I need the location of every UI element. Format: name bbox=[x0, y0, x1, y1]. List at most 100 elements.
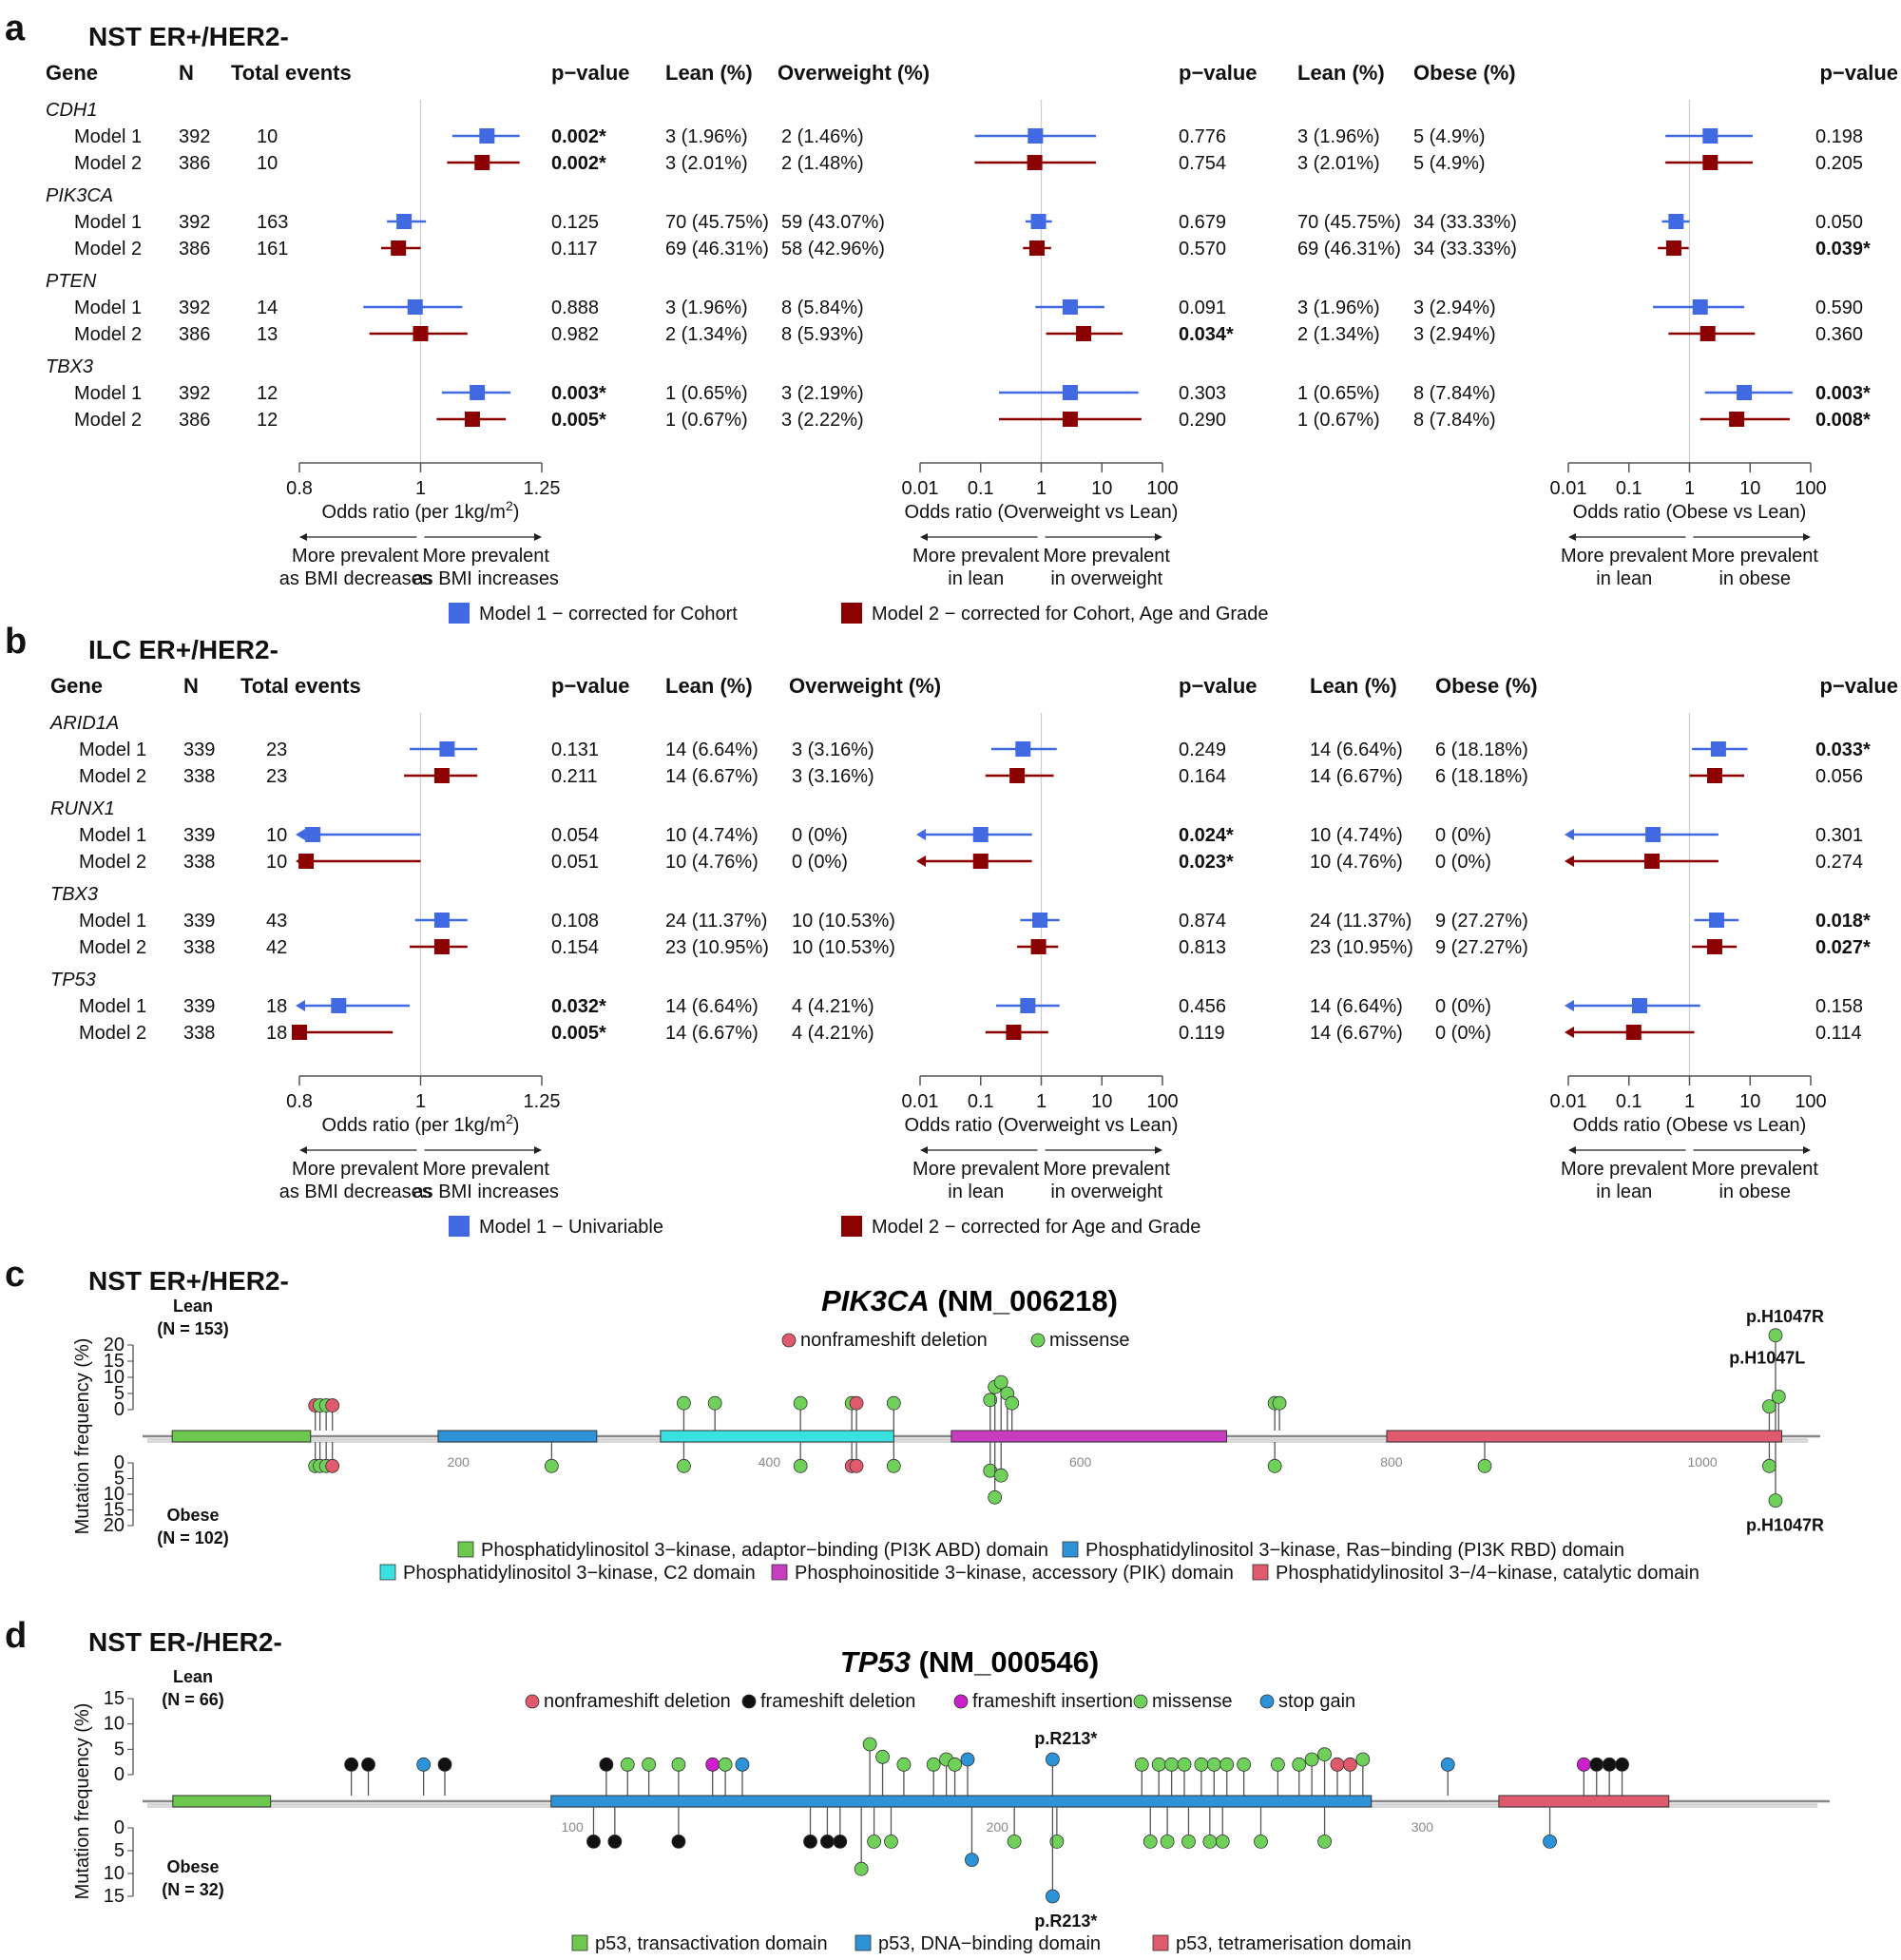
mutation-head bbox=[1270, 1757, 1285, 1772]
mutation-label: p.H1047R bbox=[1746, 1307, 1824, 1326]
obese-count: 0 (0%) bbox=[1435, 825, 1491, 846]
header-ob: Obese (%) bbox=[1435, 674, 1538, 698]
mutation-head bbox=[983, 1393, 998, 1408]
panel-subtitle: NST ER-/HER2- bbox=[88, 1627, 282, 1657]
gene-name: RUNX1 bbox=[50, 798, 115, 819]
events-value: 18 bbox=[266, 1023, 287, 1044]
n-value: 392 bbox=[179, 298, 210, 318]
x-tick-label: 200 bbox=[448, 1454, 470, 1470]
point-estimate bbox=[1625, 1025, 1642, 1040]
gene-name: PTEN bbox=[46, 271, 97, 292]
tick-label: 0.01 bbox=[902, 478, 939, 499]
events-value: 13 bbox=[257, 324, 278, 345]
events-value: 42 bbox=[266, 937, 287, 958]
mutation-head bbox=[1160, 1835, 1175, 1849]
header-events: Total events bbox=[231, 61, 352, 85]
ci-arrow bbox=[296, 829, 305, 840]
obese-count: 0 (0%) bbox=[1435, 852, 1491, 873]
y-tick-label-top: 0 bbox=[114, 1399, 125, 1420]
header-ow: Overweight (%) bbox=[778, 61, 930, 85]
mutation-head bbox=[705, 1757, 720, 1772]
mutation-head bbox=[1440, 1757, 1455, 1772]
mutation-head bbox=[544, 1458, 559, 1473]
legend-model1-swatch bbox=[449, 603, 470, 624]
axis-label: Odds ratio (per 1kg/m2) bbox=[322, 498, 520, 523]
domain-legend-label: Phosphatidylinositol 3−kinase, adaptor−b… bbox=[481, 1540, 1048, 1561]
n-value: 339 bbox=[183, 996, 215, 1017]
n-value: 339 bbox=[183, 740, 215, 760]
tick-label: 100 bbox=[1795, 478, 1826, 499]
panel-letter: b bbox=[5, 622, 27, 662]
panel-letter: a bbox=[5, 9, 26, 48]
obese-count: 3 (2.94%) bbox=[1413, 324, 1496, 345]
mutation-head bbox=[1177, 1757, 1192, 1772]
protein-domain bbox=[950, 1430, 1227, 1443]
mutation-head bbox=[1342, 1757, 1357, 1772]
mutation-head bbox=[1762, 1458, 1776, 1473]
p-value-bmi: 0.002* bbox=[551, 126, 606, 147]
mutation-head bbox=[875, 1749, 890, 1764]
left-arrow-head bbox=[920, 1146, 928, 1154]
axis-label-superscript: 2 bbox=[506, 498, 513, 513]
axis-label-superscript: 2 bbox=[506, 1111, 513, 1126]
tick-label: 1 bbox=[1036, 478, 1047, 499]
mutation-head bbox=[1134, 1757, 1149, 1772]
lean-count-2: 24 (11.37%) bbox=[1310, 911, 1411, 932]
overweight-count: 0 (0%) bbox=[792, 852, 848, 873]
mutation-type-label: stop gain bbox=[1278, 1691, 1355, 1712]
n-value: 338 bbox=[183, 852, 215, 873]
p-value-obese: 0.205 bbox=[1815, 153, 1863, 174]
mutation-head bbox=[1292, 1757, 1307, 1772]
left-arrow-head bbox=[299, 1146, 307, 1154]
obese-count: 0 (0%) bbox=[1435, 1023, 1491, 1044]
gene-title-name: PIK3CA bbox=[821, 1284, 930, 1317]
lean-count: 3 (1.96%) bbox=[665, 126, 748, 147]
mutation-head bbox=[1543, 1835, 1557, 1849]
mutation-head bbox=[586, 1835, 601, 1849]
lean-count: 69 (46.31%) bbox=[665, 239, 769, 259]
p-value-obese: 0.033* bbox=[1815, 740, 1871, 760]
point-estimate bbox=[1027, 155, 1043, 170]
overweight-count: 3 (2.19%) bbox=[781, 383, 864, 404]
mutation-head bbox=[1237, 1757, 1252, 1772]
gene-title-space bbox=[911, 1645, 919, 1679]
tick-label: 100 bbox=[1795, 1091, 1826, 1112]
n-value: 392 bbox=[179, 383, 210, 404]
obese-count: 5 (4.9%) bbox=[1413, 153, 1486, 174]
n-value: 338 bbox=[183, 1023, 215, 1044]
mutation-type-swatch bbox=[1133, 1694, 1148, 1709]
overweight-count: 8 (5.93%) bbox=[781, 324, 864, 345]
direction-note-right: More prevalent bbox=[423, 1159, 550, 1180]
mutation-head bbox=[707, 1395, 722, 1411]
tick-label: 100 bbox=[1146, 478, 1178, 499]
p-value-overweight: 0.813 bbox=[1179, 937, 1226, 958]
legend-model2-swatch bbox=[841, 1216, 862, 1237]
mutation-label: p.R213* bbox=[1034, 1912, 1097, 1931]
mutation-head bbox=[886, 1458, 901, 1473]
mutation-head bbox=[671, 1757, 686, 1772]
point-estimate bbox=[1643, 854, 1660, 869]
point-estimate bbox=[1692, 299, 1708, 315]
gene-title: TP53 (NM_000546) bbox=[840, 1645, 1099, 1679]
n-value: 339 bbox=[183, 911, 215, 932]
mutation-type-swatch bbox=[953, 1694, 969, 1709]
p-value-overweight: 0.164 bbox=[1179, 766, 1226, 787]
top-group-n: (N = 153) bbox=[157, 1319, 229, 1338]
point-estimate bbox=[1076, 326, 1092, 341]
left-arrow-head bbox=[920, 533, 928, 541]
point-estimate bbox=[433, 939, 450, 954]
model-label: Model 2 bbox=[79, 852, 146, 873]
x-tick-label: 800 bbox=[1380, 1454, 1403, 1470]
mutation-head bbox=[1206, 1757, 1221, 1772]
p-value-bmi: 0.032* bbox=[551, 996, 606, 1017]
direction-note-left: More prevalent bbox=[1561, 1159, 1688, 1180]
p-value-bmi: 0.117 bbox=[551, 239, 598, 259]
obese-count: 6 (18.18%) bbox=[1435, 766, 1528, 787]
direction-note-left: as BMI decreases bbox=[279, 568, 432, 589]
point-estimate bbox=[298, 854, 315, 869]
point-estimate bbox=[1737, 385, 1753, 400]
p-value-obese: 0.018* bbox=[1815, 911, 1871, 932]
mutation-head bbox=[896, 1757, 912, 1772]
mutation-head bbox=[671, 1835, 686, 1849]
overweight-count: 8 (5.84%) bbox=[781, 298, 864, 318]
